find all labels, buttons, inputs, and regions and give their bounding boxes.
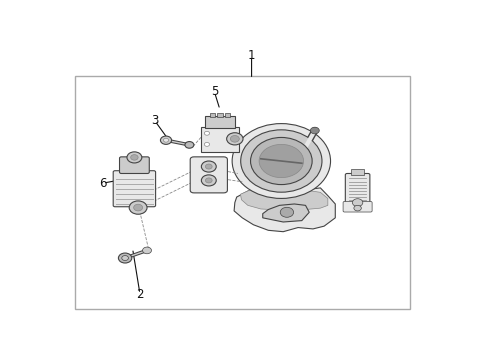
Circle shape bbox=[185, 141, 194, 148]
Circle shape bbox=[352, 199, 363, 207]
Ellipse shape bbox=[232, 123, 331, 198]
FancyBboxPatch shape bbox=[351, 169, 364, 175]
FancyBboxPatch shape bbox=[190, 157, 228, 193]
Circle shape bbox=[119, 253, 132, 263]
Text: 3: 3 bbox=[151, 114, 158, 127]
FancyBboxPatch shape bbox=[120, 157, 149, 174]
Text: 1: 1 bbox=[248, 49, 255, 62]
Circle shape bbox=[280, 207, 294, 217]
Circle shape bbox=[129, 201, 147, 214]
Circle shape bbox=[160, 136, 172, 144]
Circle shape bbox=[163, 138, 168, 142]
Polygon shape bbox=[263, 204, 309, 222]
Polygon shape bbox=[234, 188, 335, 232]
FancyBboxPatch shape bbox=[205, 116, 235, 128]
Circle shape bbox=[311, 127, 319, 134]
FancyBboxPatch shape bbox=[225, 113, 230, 117]
Circle shape bbox=[230, 135, 240, 142]
Circle shape bbox=[204, 131, 210, 135]
Circle shape bbox=[143, 247, 152, 254]
Ellipse shape bbox=[259, 144, 303, 177]
Text: 5: 5 bbox=[211, 85, 218, 98]
Circle shape bbox=[205, 178, 212, 183]
Circle shape bbox=[202, 175, 216, 186]
Circle shape bbox=[204, 143, 210, 146]
Circle shape bbox=[127, 152, 142, 163]
Circle shape bbox=[227, 133, 243, 145]
Text: 6: 6 bbox=[99, 177, 107, 190]
Circle shape bbox=[202, 161, 216, 172]
Circle shape bbox=[122, 256, 129, 261]
Circle shape bbox=[205, 164, 212, 169]
Circle shape bbox=[354, 205, 361, 211]
Ellipse shape bbox=[251, 138, 312, 185]
FancyBboxPatch shape bbox=[217, 113, 223, 117]
Circle shape bbox=[131, 155, 138, 160]
FancyBboxPatch shape bbox=[113, 171, 156, 207]
Ellipse shape bbox=[240, 130, 322, 192]
Circle shape bbox=[133, 204, 143, 211]
FancyBboxPatch shape bbox=[201, 127, 239, 152]
FancyBboxPatch shape bbox=[343, 202, 372, 212]
Polygon shape bbox=[240, 189, 328, 210]
Text: 4: 4 bbox=[233, 127, 240, 140]
Bar bbox=[75, 76, 410, 309]
FancyBboxPatch shape bbox=[210, 113, 215, 117]
Text: 2: 2 bbox=[136, 288, 144, 301]
FancyBboxPatch shape bbox=[345, 174, 370, 204]
